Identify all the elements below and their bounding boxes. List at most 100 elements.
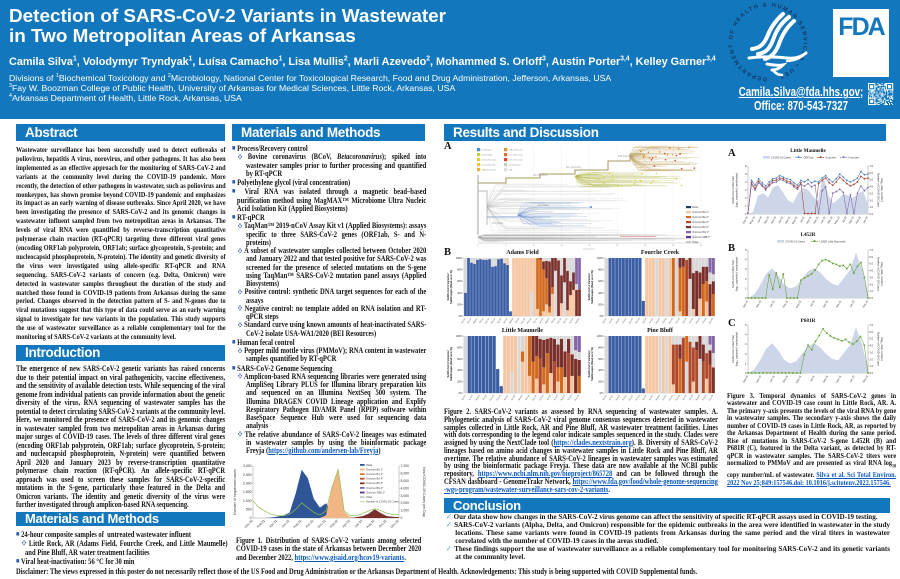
- svg-text:80%: 80%: [457, 345, 463, 349]
- svg-text:4: 4: [745, 258, 747, 262]
- svg-text:1.0: 1.0: [870, 205, 874, 209]
- svg-text:5: 5: [505, 245, 507, 247]
- svg-text:5: 5: [745, 172, 747, 176]
- svg-text:Mar-22: Mar-22: [862, 374, 869, 383]
- svg-text:20%: 20%: [457, 380, 463, 384]
- svg-text:Aug-21: Aug-21: [292, 519, 302, 529]
- svg-text:21K (Omicron): 21K (Omicron): [481, 159, 495, 162]
- svg-text:Little Maumelle: Little Maumelle: [790, 148, 826, 154]
- svg-text:0.0: 0.0: [870, 212, 874, 216]
- svg-text:Dec-22: Dec-22: [669, 394, 675, 401]
- svg-text:100%: 100%: [456, 256, 463, 260]
- svg-text:3: 3: [745, 342, 747, 346]
- svg-text:20%: 20%: [598, 380, 604, 384]
- svg-text:Aug-22: Aug-22: [365, 519, 375, 529]
- svg-text:21J (Delta): 21J (Delta): [492, 222, 503, 225]
- svg-text:Jul-21: Jul-21: [810, 299, 816, 307]
- svg-text:Sep-22: Sep-22: [848, 215, 855, 224]
- svg-text:Number of COVID-19 Cases: Number of COVID-19 Cases: [877, 257, 881, 292]
- svg-text:Oct-22: Oct-22: [662, 317, 668, 324]
- svg-text:Apr-22: Apr-22: [503, 394, 509, 401]
- svg-text:6: 6: [745, 164, 747, 168]
- svg-text:Oct-21: Oct-21: [622, 394, 628, 401]
- svg-text:Apr-21: Apr-21: [461, 394, 467, 401]
- svg-text:3.0: 3.0: [870, 191, 874, 195]
- svg-text:Jun-23: Jun-23: [539, 317, 545, 324]
- svg-text:35: 35: [672, 245, 675, 247]
- svg-text:Jun-23: Jun-23: [554, 394, 560, 401]
- svg-text:Jun-22: Jun-22: [649, 317, 655, 324]
- svg-text:Jul-22: Jul-22: [842, 215, 848, 223]
- svg-text:SARS-CoV-2 Variants/: SARS-CoV-2 Variants/: [587, 273, 591, 300]
- svg-text:SARS-CoV-2 RNA Titer: SARS-CoV-2 RNA Titer: [731, 260, 735, 288]
- svg-text:A: A: [444, 141, 452, 152]
- svg-text:Nov-21: Nov-21: [813, 215, 820, 224]
- svg-text:Sep-21: Sep-21: [806, 215, 813, 224]
- svg-text:3: 3: [745, 188, 747, 192]
- svg-text:Jun-23: Jun-23: [689, 394, 695, 401]
- svg-text:25: 25: [616, 245, 619, 247]
- svg-text:Feb-22: Feb-22: [491, 317, 497, 324]
- svg-text:0%: 0%: [600, 391, 604, 395]
- svg-text:15: 15: [560, 245, 563, 247]
- svg-text:Feb-23: Feb-23: [676, 394, 682, 401]
- svg-text:Aug-22: Aug-22: [517, 394, 524, 402]
- svg-text:Omicron BA.1*: Omicron BA.1*: [692, 211, 709, 214]
- svg-text:ORF1ab: ORF1ab: [804, 156, 814, 160]
- svg-text:21L (Omicron): 21L (Omicron): [533, 174, 548, 177]
- svg-text:Jun-21: Jun-21: [609, 317, 615, 324]
- svg-text:1: 1: [745, 204, 747, 208]
- svg-text:Jun-22: Jun-22: [353, 519, 363, 529]
- svg-text:Little Maumelle: Little Maumelle: [502, 328, 543, 334]
- svg-text:6.0: 6.0: [870, 255, 874, 259]
- svg-text:Aug-21: Aug-21: [615, 317, 622, 325]
- svg-text:Sep-20: Sep-20: [763, 215, 770, 224]
- svg-text:60%: 60%: [457, 279, 463, 283]
- svg-text:40%: 40%: [598, 291, 604, 295]
- svg-text:Feb-23: Feb-23: [527, 317, 533, 324]
- svg-text:2.0: 2.0: [870, 357, 874, 361]
- svg-text:Jul-20: Jul-20: [757, 215, 763, 223]
- svg-text:B: B: [728, 243, 735, 254]
- svg-text:Number of COVID-19 Cases: Number of COVID-19 Cases: [366, 500, 400, 504]
- svg-text:COVID-19 Cases: COVID-19 Cases: [771, 156, 792, 160]
- svg-text:Other: Other: [366, 495, 373, 499]
- svg-text:Oct-23: Oct-23: [702, 317, 708, 324]
- svg-text:21I (Delta): 21I (Delta): [538, 204, 549, 207]
- svg-text:40%: 40%: [457, 368, 463, 372]
- svg-text:Omicron BA.4*: Omicron BA.4*: [366, 477, 383, 481]
- svg-text:40%: 40%: [598, 368, 604, 372]
- svg-text:SARS-CoV-2 RNA Titer: SARS-CoV-2 RNA Titer: [731, 335, 735, 363]
- svg-text:Omicron BA.2*: Omicron BA.2*: [366, 472, 383, 476]
- svg-text:Jun-21: Jun-21: [467, 317, 473, 324]
- svg-text:Omicron XBB.1*: Omicron XBB.1*: [692, 236, 710, 239]
- svg-text:B: B: [444, 247, 451, 258]
- svg-text:Mar-21: Mar-21: [785, 215, 792, 224]
- svg-text:Apr-21: Apr-21: [562, 317, 568, 324]
- svg-text:Mar-21: Mar-21: [782, 374, 789, 383]
- svg-text:1,000: 1,000: [243, 499, 252, 503]
- svg-text:Omicron BA.1*: Omicron BA.1*: [366, 467, 383, 471]
- svg-text:Oct-22: Oct-22: [378, 519, 388, 529]
- svg-text:80%: 80%: [598, 268, 604, 272]
- svg-text:Feb-23: Feb-23: [676, 317, 682, 324]
- svg-text:Omicron BQ.1*: Omicron BQ.1*: [366, 486, 383, 490]
- svg-text:7.0: 7.0: [870, 164, 874, 168]
- svg-text:Oct-21: Oct-21: [478, 317, 484, 324]
- svg-text:Oct-21: Oct-21: [482, 394, 488, 401]
- svg-text:3,000: 3,000: [401, 494, 410, 498]
- svg-text:0: 0: [745, 296, 747, 300]
- svg-text:Oct-22: Oct-22: [514, 317, 520, 324]
- svg-text:5: 5: [745, 323, 747, 327]
- svg-text:Aug-21: Aug-21: [574, 317, 581, 325]
- svg-text:Jan-23: Jan-23: [862, 215, 869, 224]
- svg-text:1: 1: [745, 286, 747, 290]
- svg-text:Apr-23: Apr-23: [682, 394, 688, 401]
- svg-text:Feb-23: Feb-23: [539, 394, 545, 401]
- svg-text:May-21: May-21: [795, 299, 802, 308]
- svg-text:22C (Omicron): 22C (Omicron): [508, 154, 523, 157]
- svg-text:Aug-21: Aug-21: [475, 394, 482, 402]
- svg-text:COVID-19 Cases: COVID-19 Cases: [785, 240, 806, 244]
- svg-text:22B (Omicron): 22B (Omicron): [618, 155, 633, 158]
- svg-text:4.0: 4.0: [870, 344, 874, 348]
